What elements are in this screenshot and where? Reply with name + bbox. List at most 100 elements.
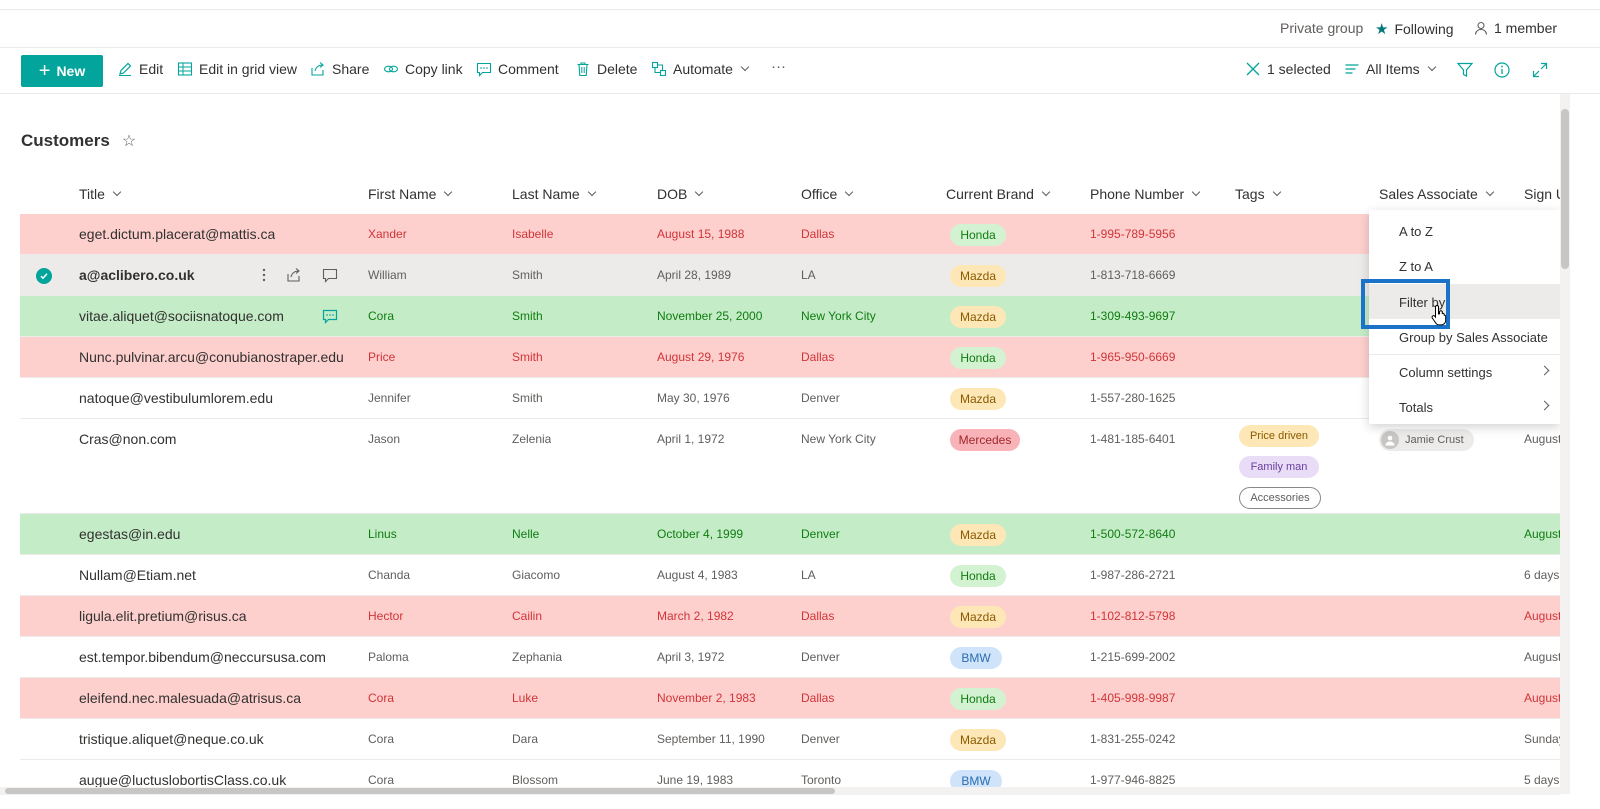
row-title-link[interactable]: tristique.aliquet@neque.co.uk [79,731,264,747]
row-title-link[interactable]: natoque@vestibulumlorem.edu [79,390,273,406]
chevron-down-icon [695,187,704,197]
star-filled-icon: ★ [1375,21,1389,38]
menu-item-a-to-z[interactable]: A to Z [1369,214,1560,248]
row-title-link[interactable]: eget.dictum.placerat@mattis.ca [79,226,276,242]
table-row[interactable]: ligula.elit.pretium@risus.ca Hector Cailin… [20,596,1560,637]
pencil-icon [119,62,132,76]
favorite-star-icon[interactable]: ☆ [121,133,137,150]
brand-pill: Mazda [950,729,1006,751]
menu-item-filter-by[interactable]: Filter by [1369,285,1560,319]
copy-link-button[interactable]: Copy link [383,61,463,77]
clear-selection-button[interactable]: 1 selected [1245,61,1331,77]
row-title-link[interactable]: Nullam@Etiam.net [79,567,196,583]
share-button[interactable]: Share [310,61,369,77]
table-row[interactable]: eleifend.nec.malesuada@atrisus.ca Cora Luk… [20,678,1560,719]
column-header-sign-up[interactable]: Sign U [1524,186,1566,202]
column-header-last-name[interactable]: Last Name [512,186,596,202]
menu-item-group-by[interactable]: Group by Sales Associate [1369,320,1560,354]
row-title-link[interactable]: a@aclibero.co.uk [79,267,195,283]
row-dob: May 30, 1976 [657,391,730,405]
row-dob: September 11, 1990 [657,732,765,746]
filter-pane-button[interactable] [1456,61,1474,79]
view-switcher[interactable]: All Items [1344,61,1436,77]
column-header-sales-associate[interactable]: Sales Associate [1379,186,1495,202]
delete-label: Delete [597,61,638,77]
filter-icon [1456,62,1474,77]
table-row[interactable]: natoque@vestibulumlorem.edu Jennifer Smith… [20,378,1560,419]
chevron-down-icon [1191,187,1201,197]
members-button[interactable]: 1 member [1474,20,1557,36]
person-chip[interactable]: Jamie Crust [1379,429,1474,451]
row-phone: 1-977-946-8825 [1090,773,1176,787]
brand-pill: Honda [950,688,1006,710]
column-header-title[interactable]: Title [79,186,122,202]
row-title-link[interactable]: vitae.aliquet@sociisnatoque.com [79,308,284,324]
row-office: Dallas [801,227,835,241]
comment-icon[interactable] [322,267,338,288]
table-row[interactable]: Cras@non.com Jason Zelenia April 1, 1972 New… [20,419,1560,514]
row-dob: April 1, 1972 [657,432,725,446]
plus-icon: + [38,60,51,82]
column-phone-label: Phone Number [1090,186,1185,202]
info-button[interactable] [1493,61,1511,79]
horizontal-scrollbar[interactable] [0,787,1560,795]
menu-item-totals[interactable]: Totals [1369,390,1560,424]
row-phone: 1-965-950-6669 [1090,350,1176,364]
menu-item-z-to-a[interactable]: Z to A [1369,249,1560,283]
column-header-office[interactable]: Office [801,186,854,202]
row-selected-check-icon[interactable] [36,268,52,284]
row-first-name: Cora [368,691,395,705]
comment-icon[interactable] [322,308,338,329]
column-context-menu: A to Z Z to A Filter by Group by Sales A… [1369,210,1560,424]
row-title-link[interactable]: ligula.elit.pretium@risus.ca [79,608,247,624]
row-last-name: Smith [512,350,543,364]
row-title-link[interactable]: egestas@in.edu [79,526,181,542]
menu-z-to-a-label: Z to A [1399,258,1433,274]
new-button[interactable]: + New [21,55,103,87]
automate-button[interactable]: Automate [651,61,750,77]
row-first-name: Hector [368,609,404,623]
row-last-name: Smith [512,268,543,282]
table-row[interactable]: vitae.aliquet@sociisnatoque.com Cora Smith… [20,296,1560,337]
brand-pill: Honda [950,347,1006,369]
more-button[interactable]: ··· [771,58,786,75]
brand-pill: BMW [950,647,1002,669]
share-icon[interactable] [286,267,302,288]
row-first-name: Linus [368,527,397,541]
edit-button[interactable]: Edit [117,61,163,77]
comment-button[interactable]: Comment [476,61,559,77]
column-header-tags[interactable]: Tags [1235,186,1281,202]
scrollbar-thumb[interactable] [5,788,835,794]
table-row[interactable]: eget.dictum.placerat@mattis.ca Xander Isab… [20,214,1560,255]
row-dob: August 29, 1976 [657,350,745,364]
column-header-current-brand[interactable]: Current Brand [946,186,1051,202]
row-title-link[interactable]: Cras@non.com [79,431,177,447]
grid-icon [177,62,193,76]
table-row[interactable]: Nunc.pulvinar.arcu@conubianostraper.edu P… [20,337,1560,378]
row-title-link[interactable]: augue@luctuslobortisClass.co.uk [79,772,287,788]
row-dob: June 19, 1983 [657,773,734,787]
row-title-link[interactable]: est.tempor.bibendum@neccursusa.com [79,649,326,665]
vertical-scrollbar[interactable] [1560,94,1570,794]
column-header-first-name[interactable]: First Name [368,186,453,202]
row-dob: November 2, 1983 [657,691,756,705]
table-row[interactable]: est.tempor.bibendum@neccursusa.com Paloma… [20,637,1560,678]
column-header-phone-number[interactable]: Phone Number [1090,186,1201,202]
table-row[interactable]: a@aclibero.co.uk William Smith April 28, 19… [20,255,1560,296]
row-office: Denver [801,732,840,746]
table-row[interactable]: tristique.aliquet@neque.co.uk Cora Dara Sep… [20,719,1560,760]
column-header-dob[interactable]: DOB [657,186,704,202]
scrollbar-thumb[interactable] [1561,109,1569,269]
edit-grid-view-button[interactable]: Edit in grid view [177,61,297,77]
more-vertical-icon[interactable] [257,267,271,288]
table-row[interactable]: augue@luctuslobortisClass.co.uk Cora Bloss… [20,760,1560,794]
row-title-link[interactable]: Nunc.pulvinar.arcu@conubianostraper.edu [79,349,344,365]
following-button[interactable]: ★ Following [1375,20,1454,38]
delete-button[interactable]: Delete [575,61,637,77]
fullscreen-button[interactable] [1531,61,1549,79]
row-title-link[interactable]: eleifend.nec.malesuada@atrisus.ca [79,690,302,706]
table-row[interactable]: egestas@in.edu Linus Nelle October 4, 1999 D… [20,514,1560,555]
expand-icon [1532,62,1548,78]
table-row[interactable]: Nullam@Etiam.net Chanda Giacomo August 4, 1… [20,555,1560,596]
menu-item-column-settings[interactable]: Column settings [1369,355,1560,389]
